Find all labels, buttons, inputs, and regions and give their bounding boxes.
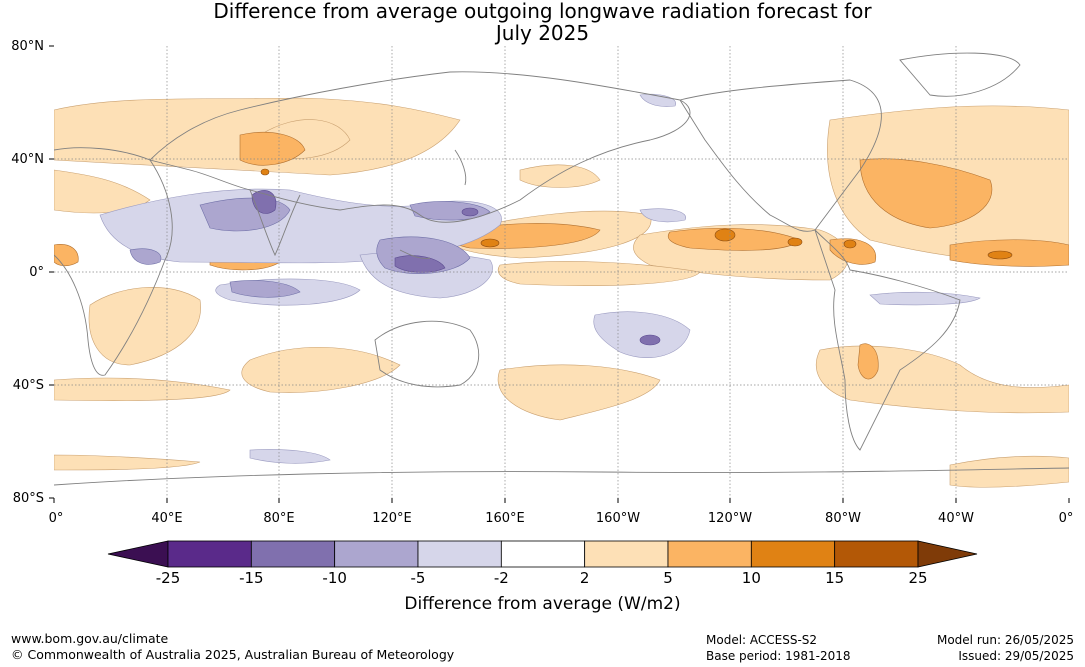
- lat-label-80n: 80°N: [11, 39, 44, 54]
- colorbar-tick-label: 5: [663, 569, 673, 587]
- colorbar-label: Difference from average (W/m2): [404, 594, 681, 614]
- lon-label-80e: 80°E: [263, 511, 295, 526]
- lon-label-40w: 40°W: [938, 511, 974, 526]
- lon-label-40e: 40°E: [151, 511, 183, 526]
- graticule: [54, 46, 1069, 498]
- colorbar: [107, 540, 978, 568]
- lon-label-80w: 80°W: [825, 511, 861, 526]
- colorbar-segment: [417, 540, 502, 568]
- colorbar-arrow-high: [917, 540, 978, 568]
- footer-model-run: Model run: 26/05/2025: [936, 633, 1074, 647]
- coastlines: [54, 52, 1069, 486]
- lat-label-80s: 80°S: [12, 491, 44, 506]
- positive-anomaly-light: [54, 97, 1069, 488]
- lon-label-160e: 160°E: [485, 511, 525, 526]
- colorbar-tick-label: 25: [908, 569, 928, 587]
- lat-label-0: 0°: [29, 265, 44, 280]
- colorbar-tick-label: 10: [741, 569, 761, 587]
- lon-label-120e: 120°E: [372, 511, 412, 526]
- footer-copyright: © Commonwealth of Australia 2025, Austra…: [11, 647, 455, 662]
- colorbar-segment: [250, 540, 336, 568]
- colorbar-segment: [834, 540, 919, 568]
- lat-label-40n: 40°N: [11, 152, 44, 167]
- lon-label-0-left: 0°: [48, 511, 64, 526]
- footer-base-period: Base period: 1981-2018: [706, 649, 851, 663]
- title-line-1: Difference from average outgoing longwav…: [213, 0, 872, 23]
- colorbar-arrow-low: [107, 540, 169, 568]
- colorbar-tick-label: -25: [155, 569, 181, 587]
- lon-label-160w: 160°W: [595, 511, 641, 526]
- negative-anomaly-strong: [251, 190, 661, 346]
- colorbar-segment: [334, 540, 419, 568]
- footer-model: Model: ACCESS-S2: [706, 633, 818, 647]
- lon-label-120w: 120°W: [707, 511, 753, 526]
- colorbar-tick-label: 2: [579, 569, 590, 587]
- colorbar-segment: [584, 540, 669, 568]
- colorbar-tick-label: -15: [239, 569, 264, 587]
- colorbar-tick-label: -2: [493, 569, 509, 587]
- lat-label-40s: 40°S: [12, 378, 44, 393]
- colorbar-tick-label: -10: [322, 569, 347, 587]
- footer-issued: Issued: 29/05/2025: [958, 649, 1074, 663]
- colorbar-tick-label: -5: [410, 569, 426, 587]
- lon-label-0-right: 0°: [1058, 511, 1074, 526]
- colorbar-segment: [750, 540, 836, 568]
- title-line-2: July 2025: [495, 21, 590, 45]
- colorbar-tick-label: 15: [825, 569, 845, 587]
- positive-anomaly-strong: [260, 168, 1013, 260]
- chart-title: Difference from average outgoing longwav…: [0, 0, 1085, 44]
- colorbar-segment: [667, 540, 752, 568]
- colorbar-segment: [167, 540, 252, 568]
- footer-website[interactable]: www.bom.gov.au/climate: [11, 631, 169, 646]
- colorbar-segment: [500, 540, 586, 568]
